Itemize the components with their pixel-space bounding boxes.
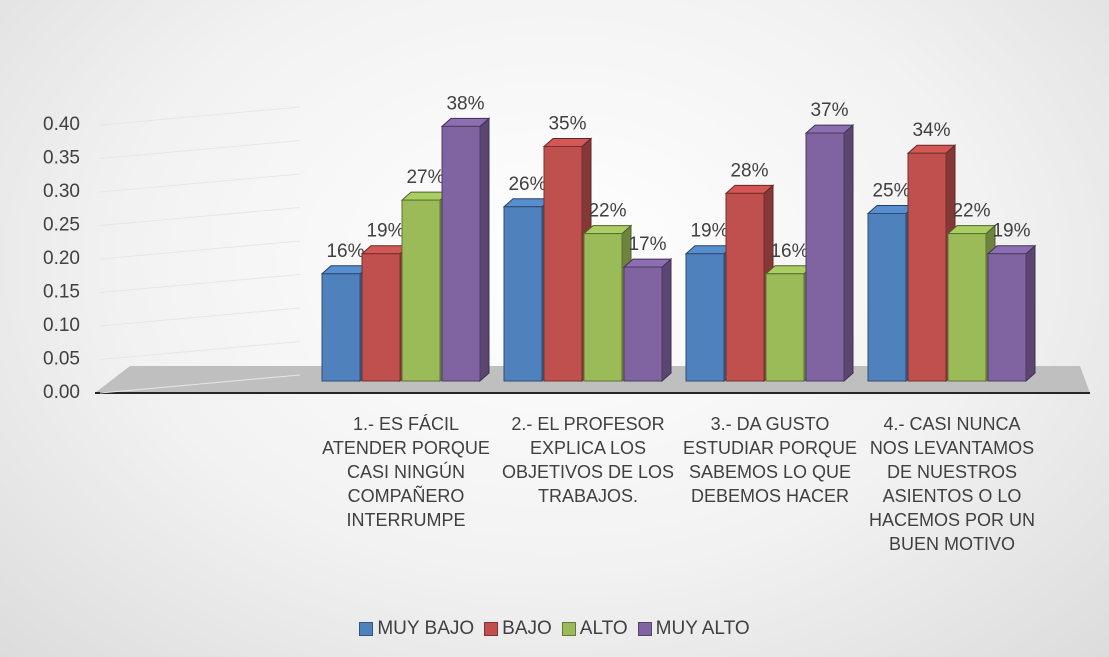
x-tick-label: 4.- CASI NUNCA NOS LEVANTAMOS DE NUESTRO… — [868, 414, 1036, 554]
bar — [725, 192, 765, 382]
bar — [685, 253, 725, 382]
bar-top — [724, 184, 775, 194]
legend: MUY BAJO BAJO ALTO MUY ALTO — [0, 618, 1109, 640]
data-label: 26% — [508, 174, 546, 195]
bar — [503, 206, 543, 382]
data-label: 17% — [628, 234, 666, 255]
grid-line — [99, 274, 301, 293]
bar — [805, 132, 845, 382]
bar-side — [1025, 244, 1036, 383]
bar-side — [843, 123, 854, 383]
legend-swatch — [484, 622, 499, 636]
bar — [947, 233, 987, 382]
bar-top — [986, 245, 1037, 255]
grid-line — [99, 307, 301, 327]
bar-side — [661, 257, 672, 383]
data-label: 19% — [366, 221, 404, 242]
data-label: 35% — [548, 114, 586, 135]
bar — [583, 233, 623, 382]
data-label: 22% — [952, 201, 990, 222]
bar — [867, 213, 907, 382]
y-tick-label: 0.25 — [43, 215, 80, 236]
bar — [765, 273, 805, 382]
bar-side — [479, 117, 490, 383]
data-label: 38% — [446, 93, 484, 114]
y-tick-label: 0.00 — [43, 382, 80, 403]
grid-line — [99, 341, 301, 360]
grid-line — [99, 374, 301, 394]
bar — [401, 199, 441, 382]
bar-top — [440, 117, 491, 127]
bar-top — [906, 144, 957, 154]
legend-item: MUY BAJO — [359, 618, 474, 640]
bar-top — [542, 138, 593, 147]
legend-label: MUY ALTO — [655, 618, 750, 639]
legend-item: MUY ALTO — [637, 618, 750, 640]
data-label: 16% — [770, 241, 808, 262]
bar — [987, 253, 1027, 382]
x-tick-label: 3.- DA GUSTO ESTUDIAR PORQUE SABEMOS LO … — [682, 414, 858, 506]
grid-line — [99, 106, 301, 126]
data-label: 28% — [730, 160, 768, 181]
bar-top — [946, 225, 997, 235]
x-tick-label: 2.- EL PROFESOR EXPLICA LOS OBJETIVOS DE… — [501, 414, 675, 506]
y-tick-label: 0.35 — [43, 148, 80, 169]
data-label: 27% — [406, 167, 444, 188]
data-label: 25% — [872, 181, 910, 202]
legend-swatch — [359, 622, 374, 636]
x-tick-label: 1.- ES FÁCIL ATENDER PORQUE CASI NINGÚN … — [322, 414, 490, 530]
y-tick-label: 0.05 — [43, 349, 80, 370]
bar-top — [622, 258, 673, 268]
data-label: 37% — [810, 100, 848, 121]
grid-line — [99, 140, 301, 159]
bar — [907, 152, 947, 382]
bar-top — [804, 124, 855, 134]
grid-line — [99, 240, 301, 260]
bar — [543, 146, 583, 382]
grid-line — [99, 207, 301, 226]
bar — [361, 253, 401, 382]
data-label: 34% — [912, 120, 950, 141]
legend-label: ALTO — [579, 618, 628, 639]
legend-swatch — [561, 622, 576, 636]
bar — [623, 266, 663, 382]
y-tick-label: 0.20 — [43, 248, 80, 269]
y-tick-label: 0.40 — [43, 114, 80, 135]
y-tick-label: 0.30 — [43, 181, 80, 202]
legend-label: BAJO — [502, 618, 552, 639]
data-label: 22% — [588, 201, 626, 222]
legend-label: MUY BAJO — [377, 618, 475, 639]
y-tick-label: 0.15 — [43, 282, 80, 303]
grid-line — [99, 173, 301, 193]
legend-item: ALTO — [561, 618, 628, 640]
bar — [441, 125, 481, 382]
bar-top — [582, 225, 633, 235]
data-label: 16% — [326, 241, 364, 262]
legend-swatch — [637, 622, 652, 636]
data-label: 19% — [992, 221, 1030, 242]
legend-item: BAJO — [484, 618, 552, 640]
data-label: 19% — [690, 221, 728, 242]
y-tick-label: 0.10 — [43, 315, 80, 336]
bar — [321, 273, 361, 382]
